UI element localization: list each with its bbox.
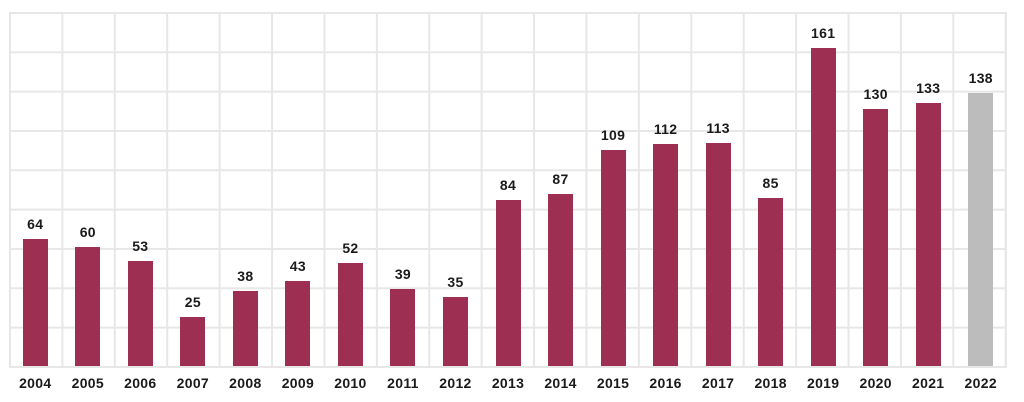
x-tick-label: 2007	[176, 375, 210, 391]
x-tick-label: 2011	[387, 375, 419, 391]
bar-value-label: 87	[552, 171, 569, 187]
bar-value-label: 130	[863, 86, 888, 102]
bar-value-label: 25	[184, 294, 201, 310]
bar	[705, 143, 731, 366]
bar	[548, 194, 574, 366]
bar-value-label: 109	[600, 127, 626, 143]
bar-value-label: 84	[499, 177, 517, 193]
bar	[495, 200, 521, 366]
x-tick-label: 2021	[912, 375, 945, 391]
bar	[390, 289, 416, 366]
bar	[337, 263, 363, 366]
bar-value-label: 138	[968, 70, 993, 86]
bar	[915, 103, 941, 366]
plot-area: 64 60 53 25 38 43 52 39 35 84 87 109 112 113 85 161 130 1…	[9, 12, 1007, 368]
x-tick-label: 2022	[964, 375, 997, 391]
x-tick-label: 2010	[334, 375, 367, 391]
x-tick-label: 2006	[124, 375, 157, 391]
bar-value-label: 112	[653, 121, 678, 137]
x-tick-label: 2004	[19, 375, 52, 391]
bar-value-label: 39	[394, 266, 412, 282]
x-tick-label: 2013	[491, 375, 525, 391]
x-tick-label: 2019	[806, 375, 840, 391]
x-tick-label: 2016	[649, 375, 682, 391]
x-tick-label: 2012	[439, 375, 472, 391]
bar-value-label: 161	[811, 25, 836, 41]
bar-value-label: 38	[237, 268, 254, 284]
bar	[180, 317, 206, 366]
x-tick-label: 2020	[859, 375, 892, 391]
bar	[968, 93, 994, 366]
bar-value-label: 43	[289, 258, 306, 274]
bar-value-label: 60	[79, 224, 96, 240]
bar	[442, 297, 468, 366]
bar	[75, 247, 101, 366]
bar-value-label: 35	[447, 274, 464, 290]
bar	[22, 239, 48, 366]
bar-value-label: 133	[916, 80, 941, 96]
bar	[127, 261, 153, 366]
x-tick-label: 2005	[71, 375, 104, 391]
bar	[232, 291, 258, 366]
bar-value-label: 64	[27, 216, 44, 232]
x-tick-label: 2018	[754, 375, 787, 391]
bar-value-label: 113	[706, 120, 730, 136]
x-axis: 2004 2005 2006 2007 2008 2009 2010 2011 2012 2013…	[9, 368, 1007, 402]
x-tick-label: 2015	[596, 375, 630, 391]
bar-value-label: 52	[342, 240, 359, 256]
bar-value-label: 85	[762, 175, 779, 191]
bar	[810, 48, 836, 366]
bar	[863, 109, 889, 366]
bar	[285, 281, 311, 366]
x-tick-label: 2014	[544, 375, 577, 391]
bar	[600, 150, 626, 366]
x-tick-label: 2008	[229, 375, 262, 391]
bar	[653, 144, 679, 366]
bar-value-label: 53	[132, 238, 149, 254]
x-tick-label: 2017	[701, 375, 735, 391]
x-tick-label: 2009	[281, 375, 315, 391]
bar	[758, 198, 784, 366]
